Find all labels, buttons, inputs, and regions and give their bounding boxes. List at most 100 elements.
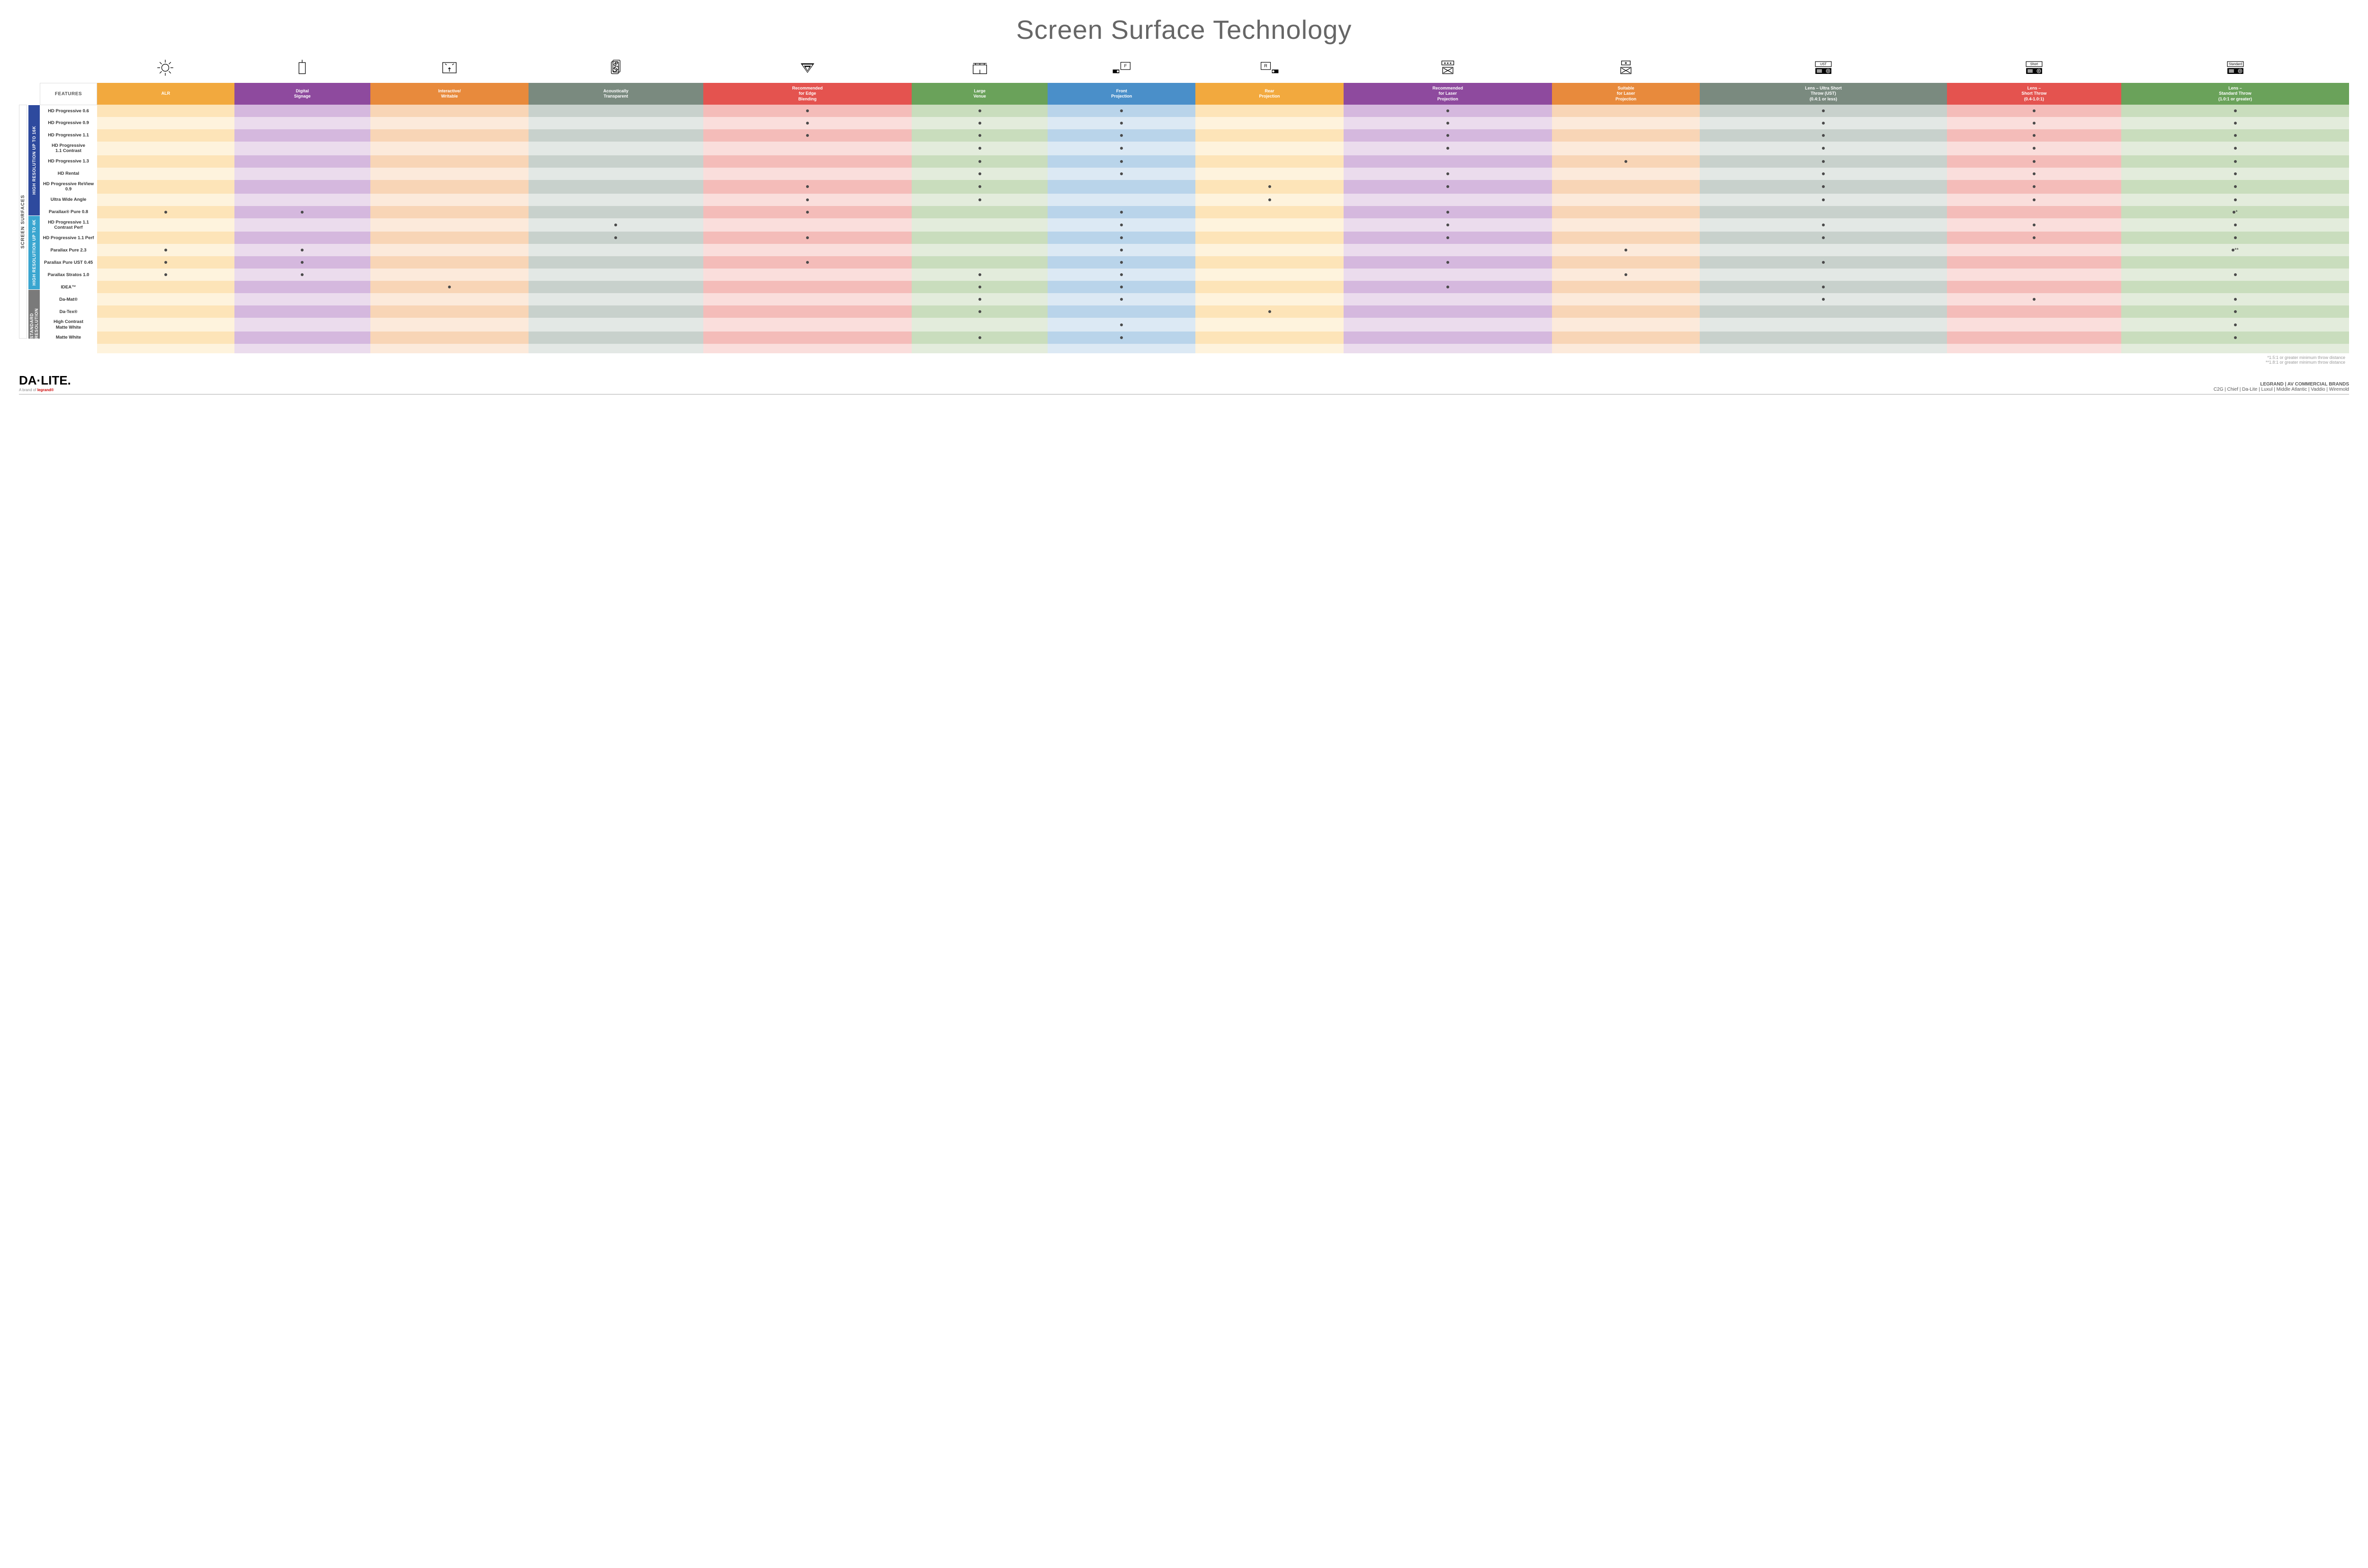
matrix-cell	[1344, 305, 1552, 318]
matrix-cell	[529, 232, 703, 244]
matrix-cell	[703, 256, 912, 269]
matrix-cell	[703, 293, 912, 305]
matrix-cell	[2121, 318, 2349, 332]
matrix-cell	[1048, 155, 1195, 168]
brands-block: LEGRAND | AV COMMERCIAL BRANDS C2G | Chi…	[2214, 382, 2349, 392]
matrix-cell	[97, 117, 234, 129]
matrix-cell	[1048, 256, 1195, 269]
svg-text:UST: UST	[1820, 63, 1827, 66]
matrix-cell	[234, 105, 370, 117]
matrix-cell	[1700, 206, 1946, 218]
matrix-cell	[703, 168, 912, 180]
column-icon: Short	[1947, 57, 2121, 83]
brands-list: C2G | Chief | Da-Lite | Luxul | Middle A…	[2214, 387, 2349, 392]
matrix-cell	[1700, 305, 1946, 318]
column-header: Lens –Standard Throw(1.0:1 or greater)	[2121, 83, 2349, 105]
matrix-cell	[529, 129, 703, 142]
row-header: Parallax Pure 2.3	[40, 244, 97, 256]
matrix-cell	[1552, 180, 1700, 194]
group-label: HIGH RESOLUTION UP TO 4K	[28, 215, 40, 289]
matrix-cell	[1700, 244, 1946, 256]
matrix-cell	[1947, 206, 2121, 218]
matrix-cell	[1195, 105, 1343, 117]
matrix-cell	[1947, 168, 2121, 180]
matrix-cell	[1195, 180, 1343, 194]
matrix-cell	[1344, 117, 1552, 129]
matrix-cell	[703, 244, 912, 256]
matrix-cell	[370, 244, 529, 256]
matrix-cell	[912, 269, 1048, 281]
matrix-cell	[529, 218, 703, 232]
matrix-cell	[1700, 180, 1946, 194]
matrix-cell	[1195, 232, 1343, 244]
matrix-cell	[912, 180, 1048, 194]
matrix-cell	[1552, 168, 1700, 180]
matrix-cell	[529, 206, 703, 218]
matrix-cell	[97, 168, 234, 180]
row-header: Parallax Stratos 1.0	[40, 269, 97, 281]
features-header: FEATURES	[40, 83, 97, 105]
matrix-cell	[1195, 305, 1343, 318]
column-header: FrontProjection	[1048, 83, 1195, 105]
matrix-cell	[1048, 218, 1195, 232]
matrix-cell	[1947, 129, 2121, 142]
svg-text:★: ★	[1624, 61, 1628, 65]
matrix-cell	[2121, 117, 2349, 129]
matrix-cell	[1048, 129, 1195, 142]
matrix-cell	[529, 105, 703, 117]
matrix-cell	[2121, 269, 2349, 281]
matrix-cell	[1552, 232, 1700, 244]
column-header: Lens –Short Throw(0.4-1.0:1)	[1947, 83, 2121, 105]
matrix-cell	[912, 281, 1048, 293]
matrix-cell	[97, 194, 234, 206]
matrix-cell	[2121, 142, 2349, 155]
matrix-cell	[234, 142, 370, 155]
matrix-cell	[1048, 318, 1195, 332]
row-header: HD Progressive 0.6	[40, 105, 97, 117]
matrix-cell	[370, 105, 529, 117]
matrix-cell	[1947, 244, 2121, 256]
matrix-cell	[912, 142, 1048, 155]
matrix-cell	[703, 180, 912, 194]
matrix-cell	[912, 318, 1048, 332]
matrix-cell	[529, 194, 703, 206]
column-header: DigitalSignage	[234, 83, 370, 105]
matrix-cell	[703, 318, 912, 332]
matrix-cell	[1700, 318, 1946, 332]
matrix-cell	[1552, 117, 1700, 129]
matrix-cell	[1344, 180, 1552, 194]
group-label: STANDARD RESOLUTION	[28, 289, 40, 339]
matrix-cell	[97, 218, 234, 232]
matrix-cell	[1195, 244, 1343, 256]
matrix-cell	[912, 194, 1048, 206]
matrix-cell	[1700, 293, 1946, 305]
column-header: Recommendedfor LaserProjection	[1344, 83, 1552, 105]
matrix-cell	[1552, 305, 1700, 318]
matrix-cell	[370, 232, 529, 244]
matrix-cell	[1195, 269, 1343, 281]
row-header: HD Progressive1.1 Contrast	[40, 142, 97, 155]
matrix-cell	[1048, 142, 1195, 155]
matrix-cell	[529, 155, 703, 168]
matrix-cell	[1344, 206, 1552, 218]
matrix-cell	[1195, 142, 1343, 155]
logo: DA·LITE.	[19, 373, 71, 388]
matrix-cell	[1552, 194, 1700, 206]
matrix-cell	[1048, 117, 1195, 129]
matrix-cell	[1947, 117, 2121, 129]
matrix-cell	[1344, 256, 1552, 269]
matrix-cell	[234, 232, 370, 244]
matrix-cell	[529, 332, 703, 344]
matrix-cell	[2121, 129, 2349, 142]
matrix-cell	[703, 129, 912, 142]
matrix-cell	[1700, 129, 1946, 142]
column-icon: Standard	[2121, 57, 2349, 83]
column-header: LargeVenue	[912, 83, 1048, 105]
matrix-cell	[97, 281, 234, 293]
matrix-cell	[529, 180, 703, 194]
matrix-cell	[97, 180, 234, 194]
matrix-cell	[703, 105, 912, 117]
matrix-cell	[97, 244, 234, 256]
row-header: Ultra Wide Angle	[40, 194, 97, 206]
matrix-cell	[2121, 332, 2349, 344]
